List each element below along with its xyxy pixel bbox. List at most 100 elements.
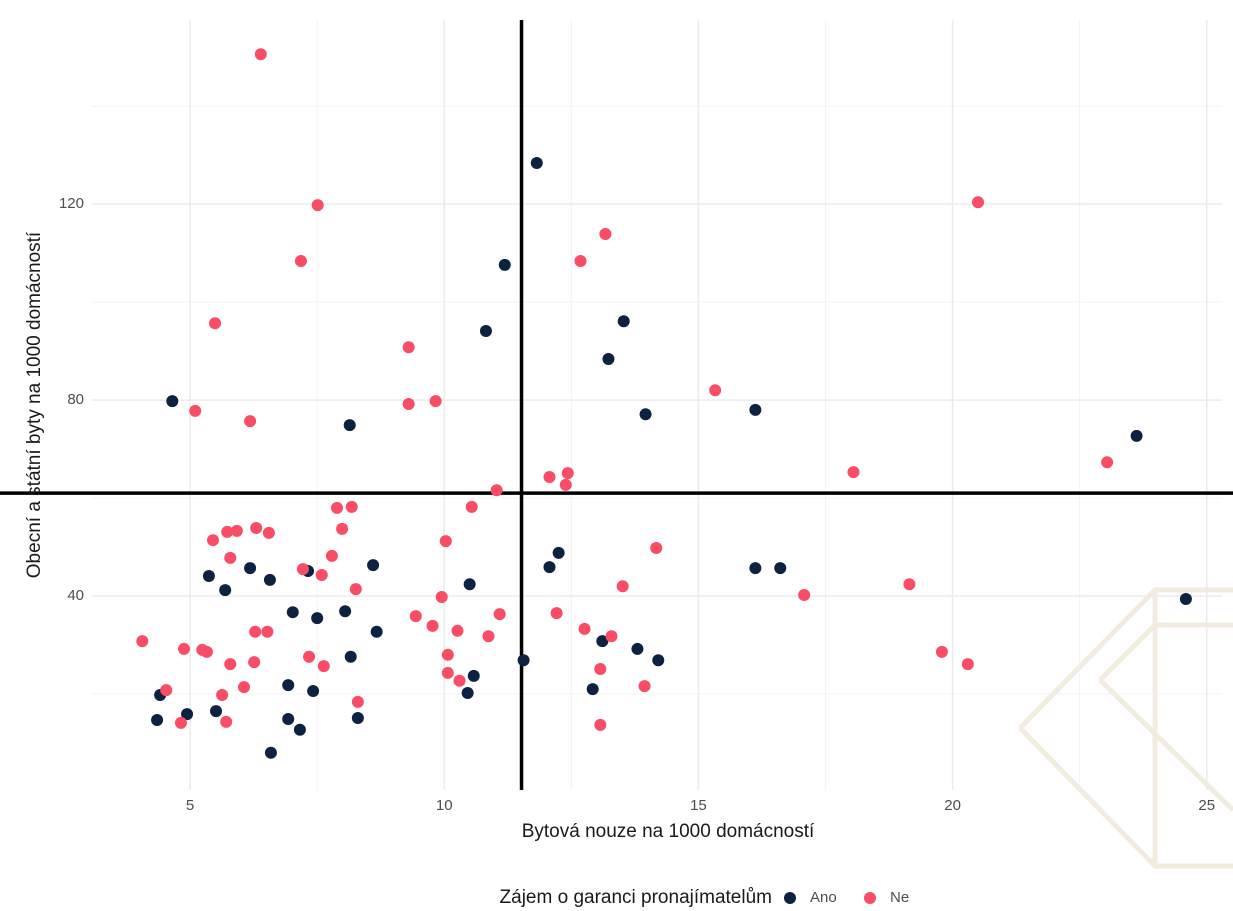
point <box>480 325 492 337</box>
point <box>303 651 315 663</box>
chart: Bytová nouze na 1000 domácností Obecní a… <box>0 0 1233 911</box>
point <box>440 535 452 547</box>
point <box>316 569 328 581</box>
point <box>282 679 294 691</box>
point <box>160 684 172 696</box>
point <box>238 681 250 693</box>
point <box>451 625 463 637</box>
point <box>248 656 260 668</box>
point <box>639 680 651 692</box>
point <box>847 466 859 478</box>
y-tick-label: 120 <box>59 195 84 212</box>
point <box>151 714 163 726</box>
point <box>606 630 618 642</box>
point <box>255 48 267 60</box>
point <box>594 719 606 731</box>
point <box>403 341 415 353</box>
point <box>312 199 324 211</box>
point <box>798 589 810 601</box>
point <box>774 562 786 574</box>
point <box>618 315 630 327</box>
point <box>499 259 511 271</box>
point <box>244 415 256 427</box>
point <box>410 610 422 622</box>
point <box>442 667 454 679</box>
point <box>543 561 555 573</box>
point <box>482 630 494 642</box>
point <box>617 580 629 592</box>
point <box>207 534 219 546</box>
point <box>311 612 323 624</box>
point <box>175 717 187 729</box>
point <box>551 607 563 619</box>
point <box>403 398 415 410</box>
point <box>972 196 984 208</box>
point <box>587 683 599 695</box>
point <box>219 584 231 596</box>
point <box>136 635 148 647</box>
point <box>427 620 439 632</box>
point <box>216 689 228 701</box>
point <box>936 646 948 658</box>
point <box>1101 456 1113 468</box>
point <box>209 317 221 329</box>
point <box>178 643 190 655</box>
y-tick-label: 80 <box>67 391 84 408</box>
point <box>442 649 454 661</box>
point <box>749 404 761 416</box>
point <box>560 479 572 491</box>
point <box>224 552 236 564</box>
point <box>602 353 614 365</box>
grid <box>92 20 1222 790</box>
point <box>574 255 586 267</box>
point <box>265 747 277 759</box>
point <box>371 626 383 638</box>
point <box>282 713 294 725</box>
point <box>336 523 348 535</box>
point <box>261 626 273 638</box>
x-tick-label: 15 <box>690 797 707 814</box>
point <box>263 527 275 539</box>
legend-title: Zájem o garanci pronajímatelům <box>500 887 772 908</box>
point <box>287 606 299 618</box>
point <box>494 608 506 620</box>
point <box>466 501 478 513</box>
point <box>436 591 448 603</box>
point <box>903 578 915 590</box>
points <box>136 48 1192 758</box>
point <box>352 696 364 708</box>
x-axis-title: Bytová nouze na 1000 domácností <box>522 821 815 842</box>
point <box>454 675 466 687</box>
point <box>464 578 476 590</box>
reference-lines <box>0 20 1233 790</box>
legend-label: Ano <box>810 889 837 906</box>
point <box>201 646 213 658</box>
point <box>491 484 503 496</box>
point <box>1180 593 1192 605</box>
point <box>640 408 652 420</box>
point <box>244 562 256 574</box>
point <box>553 547 565 559</box>
point <box>962 658 974 670</box>
point <box>189 405 201 417</box>
point <box>249 626 261 638</box>
point <box>318 660 330 672</box>
point <box>579 623 591 635</box>
point <box>339 605 351 617</box>
point <box>344 419 356 431</box>
y-axis-title: Obecní a státní byty na 1000 domácností <box>24 231 45 578</box>
point <box>264 574 276 586</box>
watermark <box>1020 590 1233 866</box>
point <box>294 724 306 736</box>
point <box>468 670 480 682</box>
point <box>1131 430 1143 442</box>
point <box>307 685 319 697</box>
x-tick-label: 10 <box>436 797 453 814</box>
point <box>518 654 530 666</box>
point <box>345 651 357 663</box>
point <box>231 525 243 537</box>
point <box>224 658 236 670</box>
point <box>650 542 662 554</box>
point <box>220 716 232 728</box>
point <box>543 471 555 483</box>
